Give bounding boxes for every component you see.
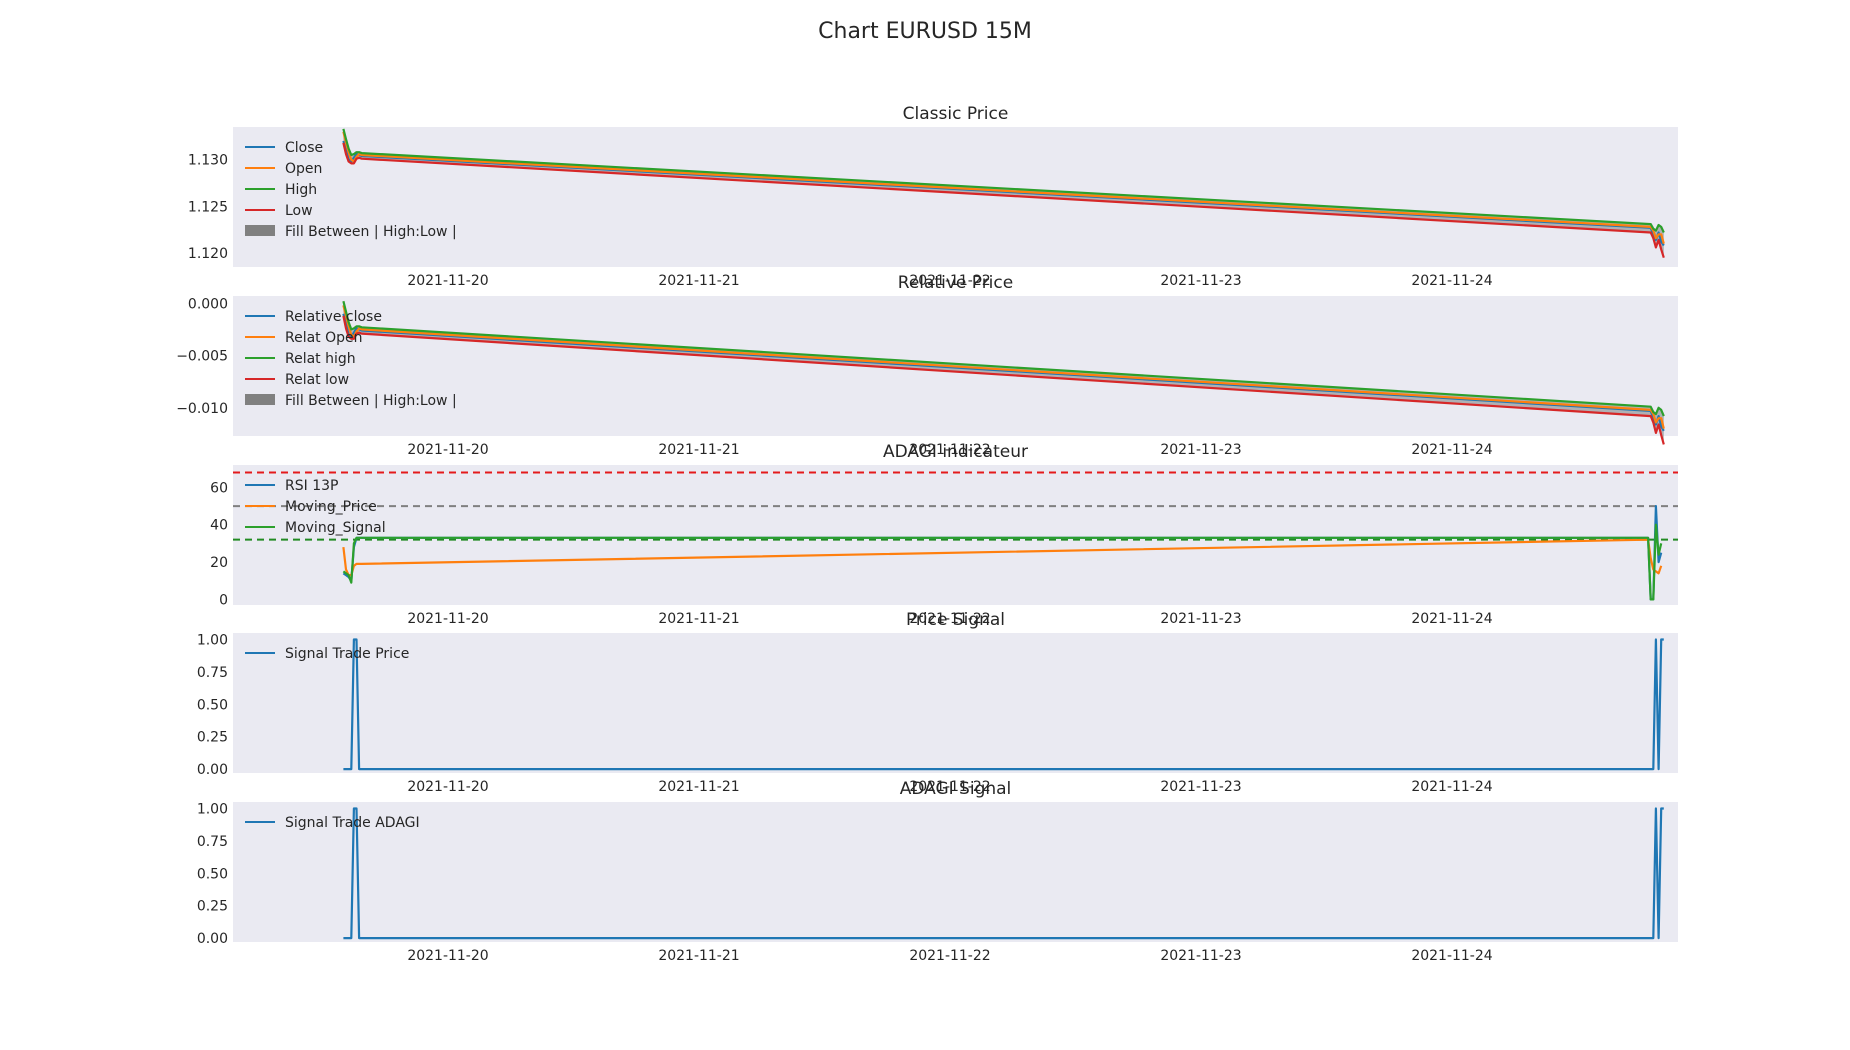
x-tick-label: 2021-11-20 [407,611,488,627]
legend-label: Signal Trade ADAGI [285,815,420,831]
y-tick-label: 0.50 [197,866,228,882]
y-tick-label: 0.75 [197,834,228,850]
y-tick-label: 1.00 [197,801,228,817]
legend-swatch [245,394,275,405]
series-line [342,315,1665,445]
chart-panel-4: Price Signal 0.00 0.25 0.50 0.75 1.00 2021-11-… [197,610,1678,795]
y-tick-label: 0.00 [197,931,228,947]
legend-label: Relat high [285,351,356,367]
x-tick-label: 2021-11-21 [658,442,739,458]
x-tick-label: 2021-11-23 [1160,948,1241,964]
x-tick-label: 2021-11-23 [1160,611,1241,627]
legend-label: Relat Open [285,330,363,346]
x-tick-label: 2021-11-22 [909,273,990,289]
x-tick-label: 2021-11-20 [407,273,488,289]
x-tick-label: 2021-11-23 [1160,442,1241,458]
x-tick-label: 2021-11-22 [909,779,990,795]
series-line [342,142,1665,259]
y-tick-label: 20 [210,555,228,571]
legend-label: Fill Between | High:Low | [285,393,457,409]
x-tick-label: 2021-11-21 [658,611,739,627]
legend-label: Low [285,203,313,219]
panel-title: ADAGI Signal [900,779,1012,799]
series-line [342,305,1665,429]
fill-between-area [343,128,1664,258]
y-tick-label: 1.120 [188,246,228,262]
x-tick-label: 2021-11-24 [1411,611,1492,627]
x-tick-label: 2021-11-22 [909,611,990,627]
legend-label: Close [285,140,323,156]
legend-label: Open [285,161,322,177]
y-tick-label: 1.125 [188,199,228,215]
fill-between-area [343,301,1664,445]
x-tick-label: 2021-11-24 [1411,442,1492,458]
axes-background [233,633,1678,773]
panel-title: Price Signal [906,610,1005,630]
y-tick-label: 0.25 [197,730,228,746]
x-tick-label: 2021-11-21 [658,779,739,795]
panel-title: Classic Price [903,104,1009,124]
x-tick-label: 2021-11-22 [909,948,990,964]
y-tick-label: 0.75 [197,665,228,681]
axes-background [233,802,1678,942]
y-tick-label: −0.005 [176,349,228,365]
panel-title: ADAGI indicateur [883,442,1028,462]
series-line [343,807,1664,940]
x-tick-label: 2021-11-21 [658,273,739,289]
series-line [342,131,1665,244]
chart-panel-3: ADAGI indicateur 0 20 40 60 2021-11-20 2021-11… [210,442,1678,627]
legend-label: Moving_Price [285,499,377,515]
panels: Classic Price 1.120 1.125 1.130 2021-11-20 20… [176,104,1678,964]
legend-label: Relat low [285,372,349,388]
series-line [342,523,1663,601]
x-tick-label: 2021-11-20 [407,779,488,795]
legend-label: Signal Trade Price [285,646,409,662]
legend-label: Moving_Signal [285,520,386,536]
legend-swatch [245,225,275,236]
x-tick-label: 2021-11-22 [909,442,990,458]
y-tick-label: 0 [219,592,228,608]
x-tick-label: 2021-11-23 [1160,273,1241,289]
y-tick-label: 1.00 [197,632,228,648]
chart-panel-2: Relative Price −0.010 −0.005 0.000 2021-11-2… [176,273,1678,458]
x-tick-label: 2021-11-21 [658,948,739,964]
series-line [342,128,1665,233]
chart-panel-5: ADAGI Signal 0.00 0.25 0.50 0.75 1.00 2021-11-… [197,779,1678,964]
y-tick-label: 0.25 [197,899,228,915]
chart-panel-1: Classic Price 1.120 1.125 1.130 2021-11-20 20… [188,104,1678,289]
x-tick-label: 2021-11-20 [407,948,488,964]
axes-background [233,465,1678,605]
legend-label: Relative close [285,309,382,325]
x-tick-label: 2021-11-24 [1411,273,1492,289]
y-tick-label: 0.000 [188,296,228,312]
figure-title: Chart EURUSD 15M [818,19,1032,44]
y-tick-label: 0.50 [197,697,228,713]
y-tick-label: −0.010 [176,401,228,417]
legend-label: RSI 13P [285,478,338,494]
y-tick-label: 60 [210,480,228,496]
y-tick-label: 0.00 [197,762,228,778]
series-line [343,638,1664,771]
axes-background [233,127,1678,267]
x-tick-label: 2021-11-23 [1160,779,1241,795]
y-tick-label: 1.130 [188,153,228,169]
panel-title: Relative Price [898,273,1013,293]
x-tick-label: 2021-11-24 [1411,779,1492,795]
legend-label: Fill Between | High:Low | [285,224,457,240]
series-line [342,300,1665,417]
legend-label: High [285,182,317,198]
x-tick-label: 2021-11-20 [407,442,488,458]
y-tick-label: 40 [210,518,228,534]
x-tick-label: 2021-11-24 [1411,948,1492,964]
